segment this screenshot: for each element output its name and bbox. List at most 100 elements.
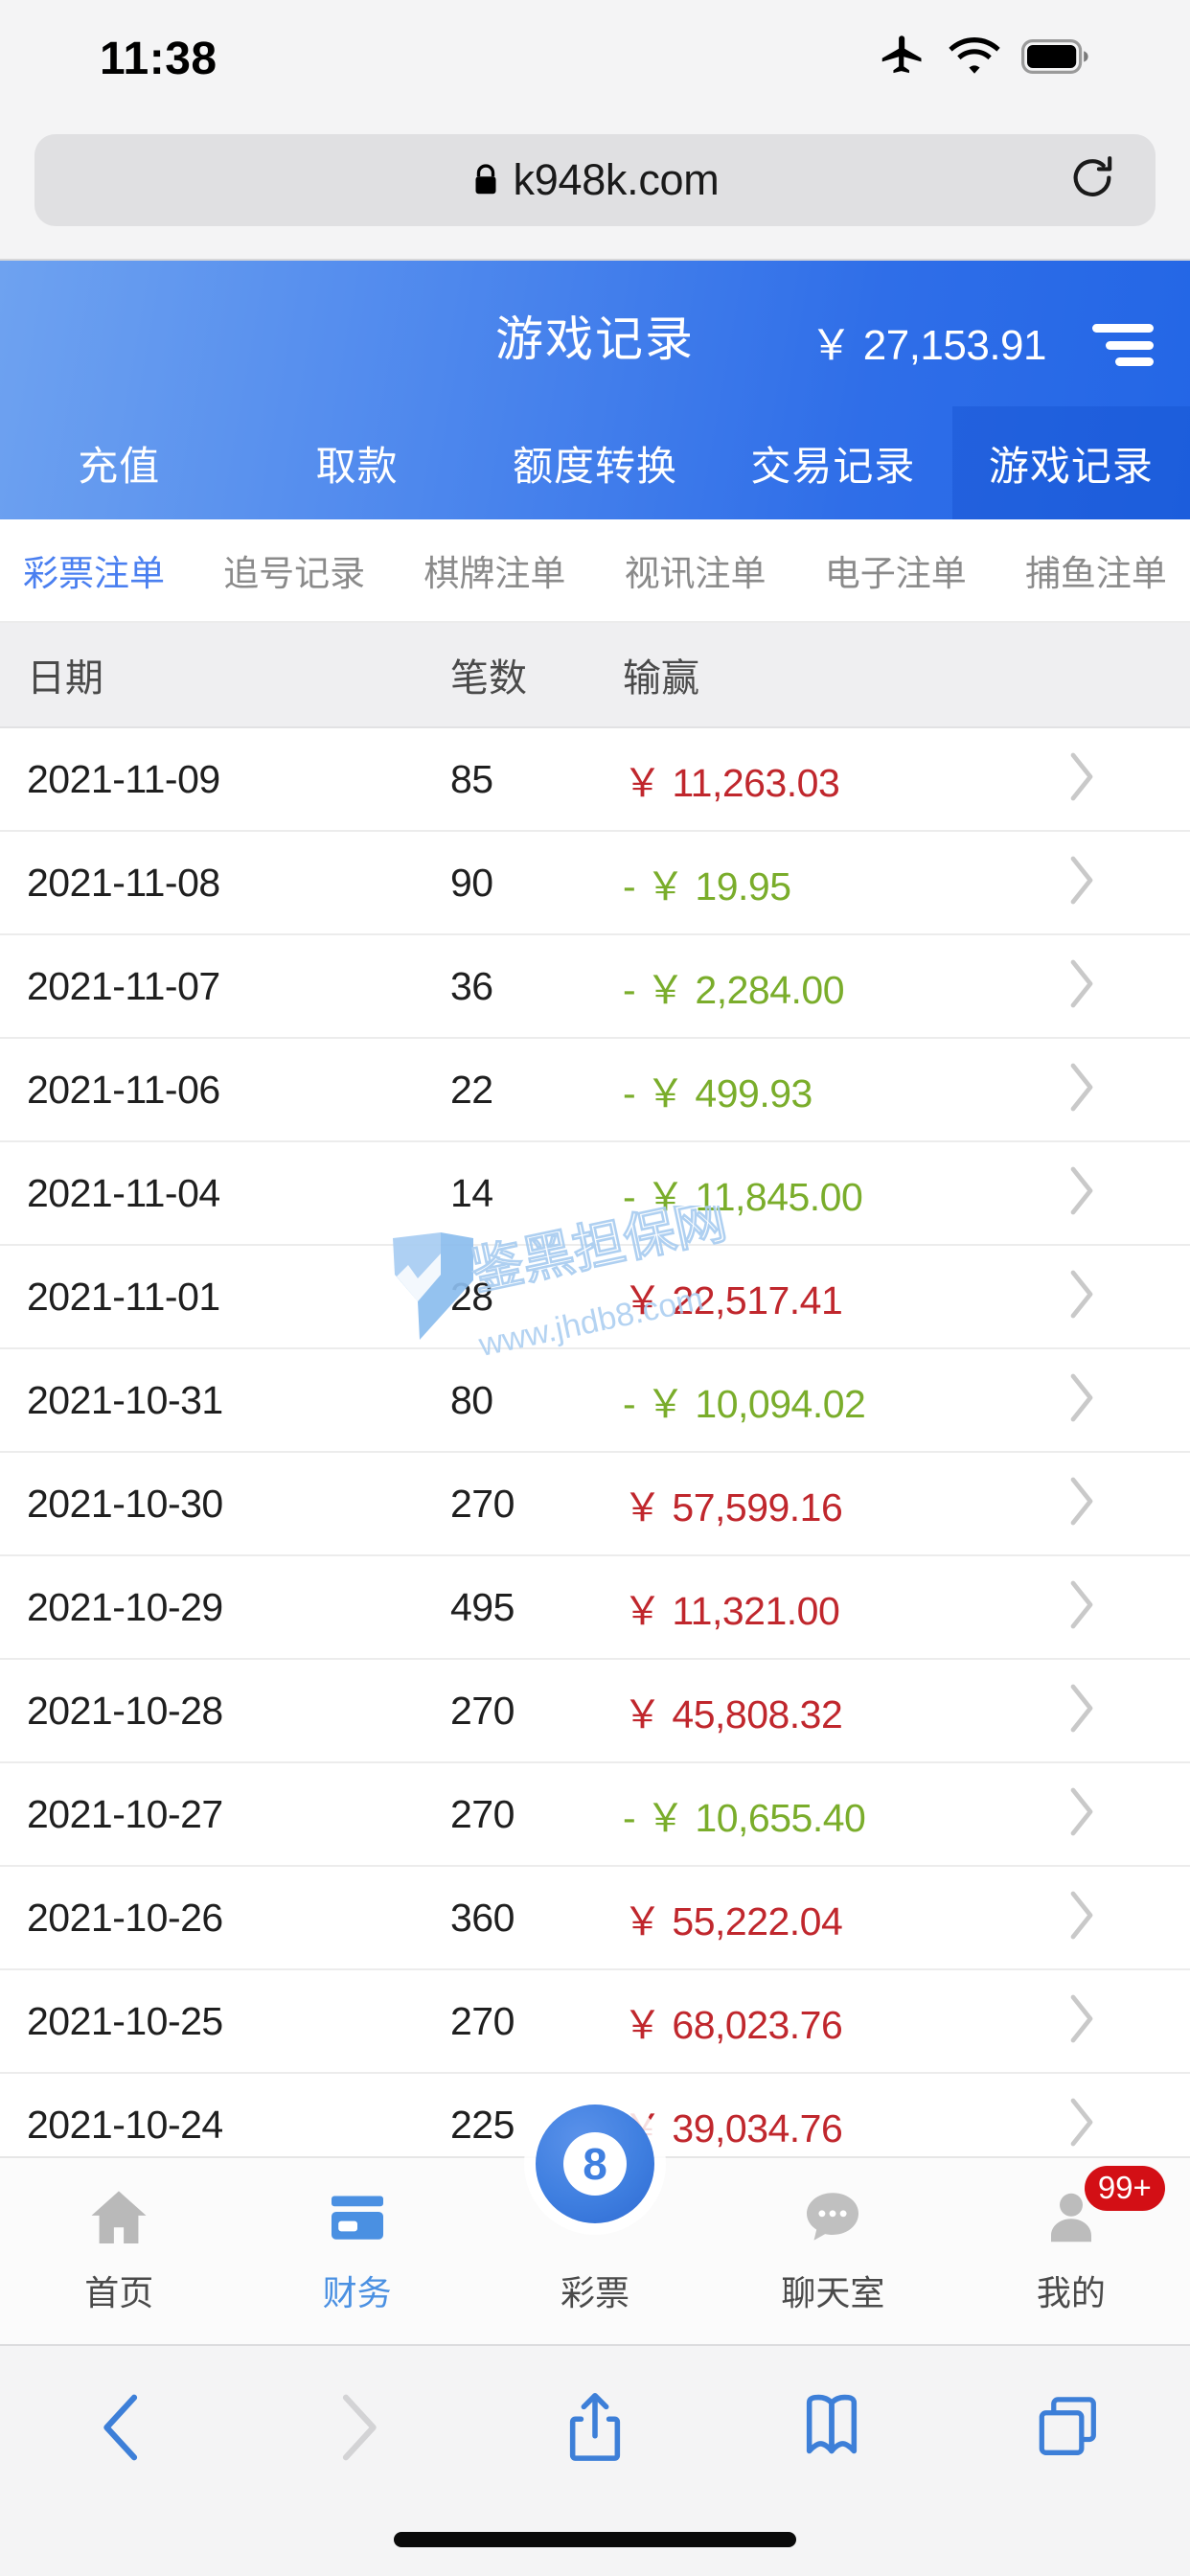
cell-count: 28	[450, 1274, 493, 1319]
table-row[interactable]: 2021-10-26 360 ￥ 55,222.04	[0, 1867, 1190, 1970]
cell-date: 2021-10-25	[27, 1998, 223, 2043]
home-icon	[82, 2183, 155, 2252]
chevron-right-icon	[1065, 1165, 1098, 1222]
cell-amount: ￥ 57,599.16	[623, 1485, 843, 1530]
cell-count: 360	[450, 1895, 515, 1940]
cell-amount: ￥ 68,023.76	[623, 2003, 843, 2047]
subtab-qipaizhudan[interactable]: 棋牌注单	[423, 554, 566, 593]
chevron-right-icon	[1065, 1683, 1098, 1739]
tab-eduzhuanhuan[interactable]: 额度转换	[513, 443, 678, 489]
chevron-right-icon	[1065, 1890, 1098, 1946]
balance-amount: ￥ 27,153.91	[810, 322, 1047, 369]
home-indicator	[394, 2532, 796, 2547]
cell-date: 2021-11-04	[27, 1170, 220, 1215]
safari-toolbar	[0, 2344, 1190, 2576]
subtab-caipiaozhudan[interactable]: 彩票注单	[23, 554, 165, 593]
cell-amount: ￥ 45,808.32	[623, 1692, 843, 1736]
cell-count: 36	[450, 963, 493, 1008]
share-icon[interactable]	[542, 2375, 648, 2480]
cell-count: 14	[450, 1170, 493, 1215]
cell-count: 495	[450, 1584, 515, 1629]
airplane-mode-icon	[878, 32, 927, 86]
cell-amount: ￥ 22,517.41	[623, 1278, 843, 1322]
cell-amount: - ￥ 19.95	[623, 864, 791, 908]
cell-date: 2021-10-28	[27, 1688, 223, 1733]
lock-icon	[471, 162, 500, 198]
table-row[interactable]: 2021-11-04 14 - ￥ 11,845.00	[0, 1142, 1190, 1246]
browser-url-bar-container: k948k.com	[0, 134, 1190, 247]
subtab-zhuihaojilu[interactable]: 追号记录	[223, 554, 366, 593]
tab-qukuan[interactable]: 取款	[315, 443, 399, 489]
chat-icon	[796, 2183, 869, 2252]
hamburger-line-1	[1092, 324, 1154, 333]
cell-count: 270	[450, 1481, 515, 1526]
chevron-right-icon	[1065, 958, 1098, 1015]
cell-date: 2021-11-07	[27, 963, 220, 1008]
table-row[interactable]: 2021-11-01 28 ￥ 22,517.41	[0, 1246, 1190, 1349]
page-title: 游戏记录	[495, 312, 695, 366]
chevron-right-icon	[1065, 1993, 1098, 2050]
table-row[interactable]: 2021-10-27 270 - ￥ 10,655.40	[0, 1763, 1190, 1867]
cell-count: 270	[450, 1791, 515, 1836]
column-header-count: 笔数	[450, 657, 527, 700]
tab-youxijilu[interactable]: 游戏记录	[951, 406, 1190, 519]
hamburger-menu-icon[interactable]	[1085, 316, 1154, 374]
back-chevron-icon[interactable]	[69, 2375, 174, 2480]
nav-label-mine: 我的	[1036, 2273, 1106, 2312]
nav-item-home[interactable]: 首页	[0, 2158, 238, 2315]
table-row[interactable]: 2021-11-07 36 - ￥ 2,284.00	[0, 935, 1190, 1039]
table-row[interactable]: 2021-10-29 495 ￥ 11,321.00	[0, 1556, 1190, 1660]
table-row[interactable]: 2021-10-30 270 ￥ 57,599.16	[0, 1453, 1190, 1556]
cell-count: 80	[450, 1377, 493, 1422]
cell-amount: ￥ 11,321.00	[623, 1589, 840, 1633]
reload-icon[interactable]	[1067, 153, 1117, 208]
chevron-right-icon	[1065, 1579, 1098, 1636]
cell-amount: ￥ 11,263.03	[623, 761, 840, 805]
card-icon	[321, 2183, 394, 2252]
table-row[interactable]: 2021-10-28 270 ￥ 45,808.32	[0, 1660, 1190, 1763]
table-row[interactable]: 2021-11-08 90 - ￥ 19.95	[0, 832, 1190, 935]
tab-chongzhi[interactable]: 充值	[78, 443, 161, 489]
subtab-shixunzhudan[interactable]: 视讯注单	[624, 554, 767, 593]
url-text: k948k.com	[513, 155, 720, 204]
forward-chevron-icon	[306, 2375, 411, 2480]
cell-date: 2021-11-01	[27, 1274, 220, 1319]
person-icon	[1035, 2183, 1108, 2252]
cell-amount: ￥ 55,222.04	[623, 1899, 843, 1944]
table-row[interactable]: 2021-11-06 22 - ￥ 499.93	[0, 1039, 1190, 1142]
cell-date: 2021-10-31	[27, 1377, 223, 1422]
table-header: 日期 笔数 输赢	[0, 623, 1190, 728]
nav-label-finance: 财务	[322, 2273, 392, 2312]
cell-count: 22	[450, 1067, 493, 1112]
nav-item-lottery[interactable]: 8 彩票	[476, 2104, 714, 2315]
cell-count: 270	[450, 1688, 515, 1733]
chevron-right-icon	[1065, 1372, 1098, 1429]
book-icon[interactable]	[779, 2375, 884, 2480]
table-body: 2021-11-09 85 ￥ 11,263.03 2021-11-08 90 - ￥ 1…	[0, 728, 1190, 2156]
app-header: 游戏记录 ￥ 27,153.91 充值 取款 额度转换 交易记录 游戏记录	[0, 261, 1190, 519]
battery-full-icon	[1021, 38, 1090, 79]
table-row[interactable]: 2021-10-25 270 ￥ 68,023.76	[0, 1970, 1190, 2074]
status-time: 11:38	[100, 33, 217, 84]
status-badge: 99+	[1084, 2166, 1165, 2211]
table-row[interactable]: 2021-10-31 80 - ￥ 10,094.02	[0, 1349, 1190, 1453]
cell-count: 225	[450, 2102, 515, 2147]
nav-label-chatroom: 聊天室	[781, 2273, 885, 2312]
cell-amount: - ￥ 10,094.02	[623, 1382, 866, 1426]
cell-count: 85	[450, 756, 493, 801]
subtab-dianzizhudan[interactable]: 电子注单	[824, 554, 967, 593]
nav-item-chatroom[interactable]: 聊天室	[714, 2158, 951, 2315]
safari-toolbar-icons	[0, 2346, 1190, 2480]
app-header-top: 游戏记录 ￥ 27,153.91	[0, 261, 1190, 404]
tabs-icon[interactable]	[1016, 2375, 1121, 2480]
eight-ball-icon[interactable]: 8	[536, 2104, 655, 2223]
hamburger-line-3	[1115, 357, 1154, 366]
nav-item-mine[interactable]: 99+ 我的	[952, 2158, 1190, 2315]
table-row[interactable]: 2021-11-09 85 ￥ 11,263.03	[0, 728, 1190, 832]
subtab-buyuzhudan[interactable]: 捕鱼注单	[1024, 554, 1167, 593]
cell-amount: - ￥ 2,284.00	[623, 968, 845, 1012]
nav-item-finance[interactable]: 财务	[238, 2158, 475, 2315]
cell-count: 270	[450, 1998, 515, 2043]
tab-jiaoyijilu[interactable]: 交易记录	[750, 443, 916, 489]
url-bar[interactable]: k948k.com	[34, 134, 1156, 226]
